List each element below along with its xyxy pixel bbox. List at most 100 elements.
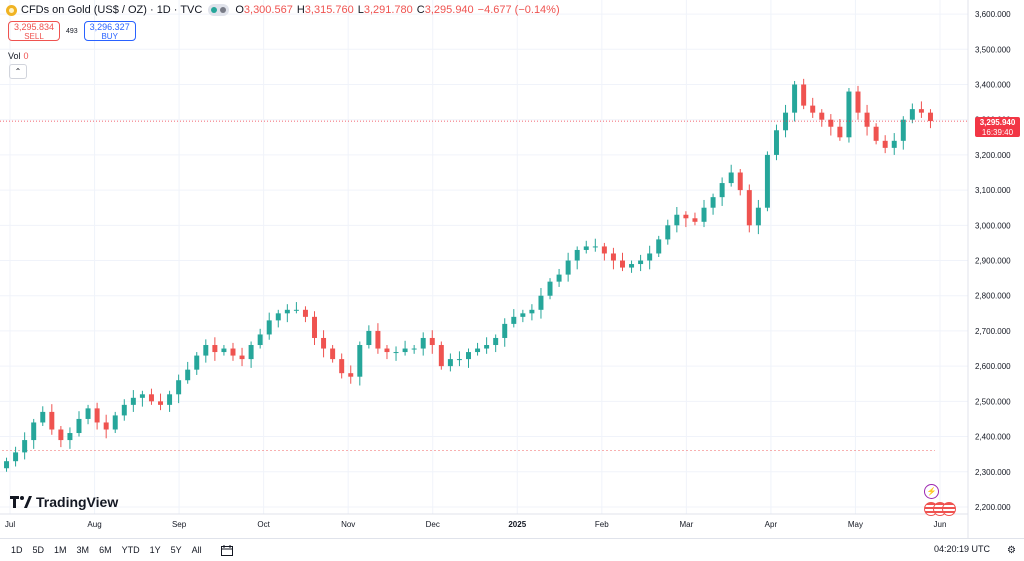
candle-body (275, 313, 281, 321)
range-5y[interactable]: 5Y (170, 545, 182, 555)
candle-body (629, 264, 635, 268)
ohlc-values: O3,300.567 H3,315.760 L3,291.780 C3,295.… (235, 4, 560, 16)
time-tick-label: May (848, 520, 863, 529)
tradingview-logo[interactable]: TradingView (10, 494, 118, 510)
buy-button[interactable]: 3,296.327 BUY (83, 21, 136, 41)
candle-body (230, 348, 236, 356)
candle-body (85, 408, 91, 419)
range-1m[interactable]: 1M (54, 545, 67, 555)
candle-body (728, 172, 734, 184)
volume-legend: Vol 0 (8, 51, 29, 61)
time-tick-label: Dec (426, 520, 440, 529)
range-1y[interactable]: 1Y (149, 545, 161, 555)
range-ytd[interactable]: YTD (121, 545, 140, 555)
candle-body (583, 246, 589, 250)
us-flag-icon (942, 502, 956, 516)
candle-body (466, 352, 471, 360)
low-value: 3,291.780 (363, 4, 413, 16)
collapse-legend-button[interactable]: ⌃ (9, 64, 27, 79)
utc-clock[interactable]: 04:20:19 UTC (933, 544, 990, 554)
candle-body (674, 214, 680, 226)
candle-body (647, 253, 653, 261)
candle-body (601, 246, 607, 254)
candle-body (565, 260, 571, 275)
candle-body (438, 345, 444, 367)
range-3m[interactable]: 3M (76, 545, 90, 555)
settings-gear-icon[interactable]: ⚙ (1007, 545, 1016, 556)
candle-body (248, 345, 254, 360)
candle-body (556, 274, 562, 282)
price-chart[interactable]: 2,200.000 2,300.000 2,400.000 2,500.000 2,60… (0, 0, 1024, 538)
candle-body (411, 348, 417, 350)
time-tick-label: Jul (5, 520, 15, 529)
candle-body (13, 452, 19, 462)
candle-body (212, 345, 218, 353)
time-tick-label: Oct (257, 520, 270, 529)
candle-body (330, 348, 336, 360)
candle-body (701, 207, 707, 222)
price-tick-label: 3,500.000 (975, 45, 1011, 54)
time-tick-label: Nov (341, 520, 355, 529)
candle-body (610, 253, 616, 261)
candle-body (927, 112, 933, 122)
candle-body (366, 330, 372, 346)
candle-body (456, 359, 462, 361)
candle-body (882, 140, 888, 148)
candle-body (855, 91, 861, 113)
candle-body (257, 334, 263, 346)
symbol-title[interactable]: CFDs on Gold (US$ / OZ) · 1D · TVC (21, 4, 203, 16)
candle-body (746, 190, 752, 226)
candle-body (873, 126, 879, 141)
candle-body (185, 369, 191, 381)
candle-body (321, 337, 327, 349)
range-6m[interactable]: 6M (99, 545, 112, 555)
time-tick-label: Apr (765, 520, 778, 529)
candle-body (357, 345, 363, 377)
candle-body (293, 309, 299, 311)
candle-body (792, 84, 798, 113)
economic-events[interactable] (924, 502, 956, 516)
range-5d[interactable]: 5D (32, 545, 45, 555)
candle-body (520, 313, 526, 317)
lightning-icon[interactable]: ⚡ (924, 484, 939, 499)
candle-body (194, 355, 200, 370)
price-axis: 2,200.000 2,300.000 2,400.000 2,500.000 2,60… (975, 10, 1011, 512)
spread-value: 493 (66, 27, 78, 35)
bottom-toolbar: 1D 5D 1M 3M 6M YTD 1Y 5Y All 04:20:19 UTC (0, 538, 1024, 561)
candle-body (656, 239, 662, 254)
calendar-icon[interactable] (220, 544, 233, 556)
market-status-toggle[interactable] (208, 4, 230, 16)
candle-body (638, 260, 644, 265)
candle-body (203, 345, 209, 356)
candle-body (891, 140, 897, 148)
high-value: 3,315.760 (304, 4, 354, 16)
candle-body (819, 112, 825, 120)
candle-body (49, 411, 55, 430)
candle-body (176, 380, 182, 395)
candles (4, 78, 933, 472)
range-1d[interactable]: 1D (11, 545, 23, 555)
candle-body (683, 214, 689, 219)
change-value: −4.677 (−0.14%) (477, 4, 560, 16)
candle-body (828, 119, 834, 127)
last-price-tag: 3,295.940 16:39:40 (975, 117, 1020, 137)
candle-body (710, 197, 716, 208)
time-tick-label: 2025 (508, 520, 526, 529)
candle-body (31, 422, 37, 441)
time-tick-label: Sep (172, 520, 187, 529)
price-tick-label: 3,000.000 (975, 221, 1011, 230)
candle-body (737, 172, 743, 191)
candle-body (547, 281, 553, 296)
range-all[interactable]: All (191, 545, 202, 555)
candle-body (900, 119, 906, 141)
candle-body (4, 461, 10, 469)
candle-body (348, 373, 354, 377)
candle-body (384, 348, 390, 353)
sell-button[interactable]: 3,295.834 SELL (8, 21, 60, 41)
candle-body (692, 218, 698, 222)
price-tick-label: 2,200.000 (975, 503, 1011, 512)
price-tick-label: 2,500.000 (975, 397, 1011, 406)
candle-body (511, 316, 517, 324)
candle-body (302, 309, 308, 317)
candle-body (810, 105, 816, 113)
